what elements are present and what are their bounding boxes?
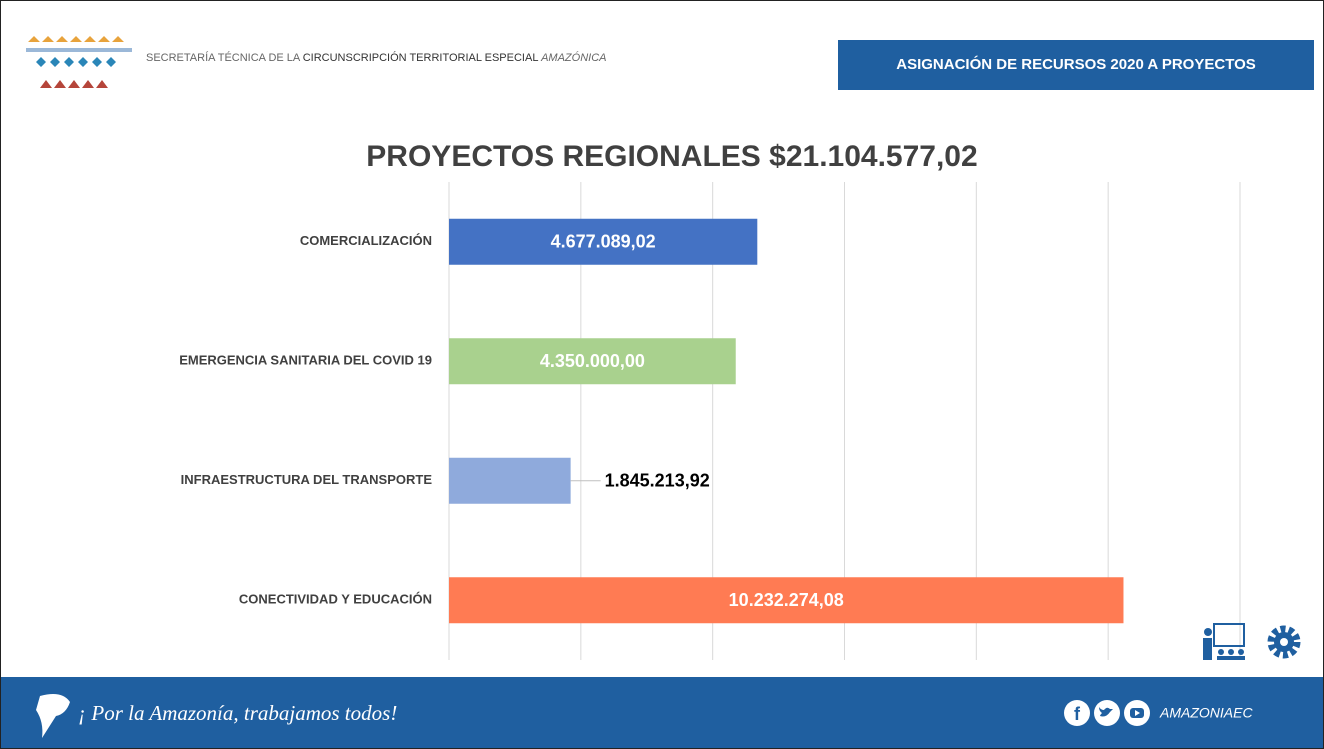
badge bbox=[838, 40, 1314, 90]
value-label: 4.350.000,00 bbox=[540, 351, 645, 371]
org-name-part: AMAZÓNICA bbox=[540, 51, 606, 64]
settings-icon[interactable] bbox=[1267, 625, 1301, 659]
value-label: 1.845.213,92 bbox=[605, 471, 710, 491]
bar bbox=[449, 457, 571, 504]
y-tick-label: INFRAESTRUCTURA DEL TRANSPORTE bbox=[181, 472, 433, 487]
plot: COMERCIALIZACIÓN 4.677.089,02 EMERGENCIA S… bbox=[179, 182, 1241, 660]
social-icons: f bbox=[1064, 700, 1150, 726]
bar bbox=[449, 218, 758, 265]
bar bbox=[449, 338, 736, 385]
y-tick-label: CONECTIVIDAD Y EDUCACIÓN bbox=[239, 592, 432, 607]
presenter-icon bbox=[1203, 623, 1245, 660]
value-label: 10.232.274,08 bbox=[729, 590, 844, 610]
chart-title: PROYECTOS REGIONALES $21.104.577,02 bbox=[366, 140, 977, 173]
slogan: ¡ Por la Amazonía, trabajamos todos! bbox=[78, 701, 397, 725]
badge-text: ASIGNACIÓN DE RECURSOS 2020 A PROYECTOS bbox=[896, 55, 1256, 73]
y-tick-label: EMERGENCIA SANITARIA DEL COVID 19 bbox=[179, 353, 432, 368]
org-name-part: CIRCUNSCRIPCIÓN TERRITORIAL ESPECIAL bbox=[303, 51, 539, 64]
bar bbox=[449, 577, 1124, 624]
org-name: SECRETARÍA TÉCNICA DE LA CIRCUNSCRIPCIÓN… bbox=[146, 51, 607, 64]
value-label: 4.677.089,02 bbox=[551, 232, 656, 252]
y-tick-label: COMERCIALIZACIÓN bbox=[300, 233, 432, 248]
logo bbox=[26, 36, 132, 88]
handle: AMAZONIAEC bbox=[1159, 705, 1253, 721]
org-name-part: SECRETARÍA TÉCNICA DE LA bbox=[146, 51, 301, 64]
footer-map-icon bbox=[36, 694, 70, 738]
svg-text:f: f bbox=[1074, 704, 1081, 724]
